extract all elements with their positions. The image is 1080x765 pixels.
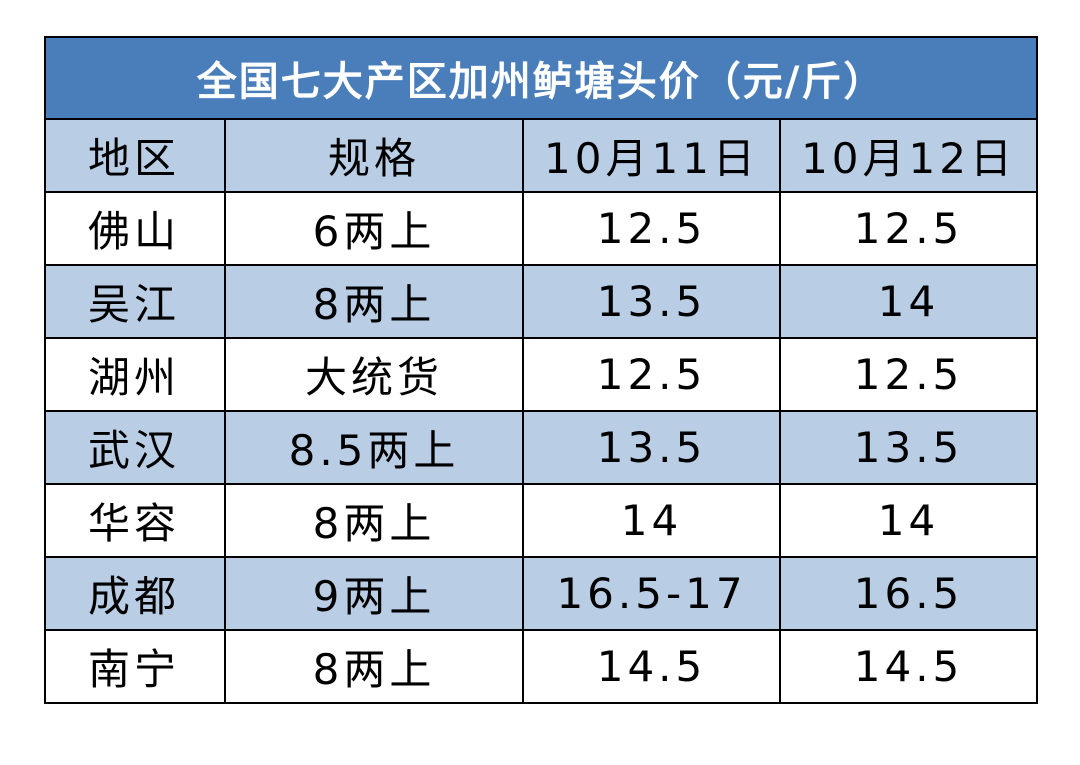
- price-cell: 12.5: [522, 191, 781, 266]
- data-row: 武汉 8.5两上 13.5 13.5: [44, 410, 1039, 485]
- data-row: 佛山 6两上 12.5 12.5: [44, 191, 1039, 266]
- price-cell: 12.5: [778, 337, 1039, 412]
- header-cell: 10月11日: [522, 118, 781, 193]
- region-cell: 佛山: [44, 191, 226, 266]
- price-cell: 13.5: [522, 264, 781, 339]
- data-row: 华容 8两上 14 14: [44, 483, 1039, 558]
- price-cell: 16.5-17: [522, 556, 781, 631]
- data-row: 吴江 8两上 13.5 14: [44, 264, 1039, 339]
- header-cell: 10月12日: [778, 118, 1039, 193]
- data-row: 湖州 大统货 12.5 12.5: [44, 337, 1039, 412]
- price-cell: 12.5: [522, 337, 781, 412]
- price-cell: 14: [522, 483, 781, 558]
- spec-cell: 8两上: [224, 629, 524, 704]
- price-cell: 13.5: [522, 410, 781, 485]
- table-title: 全国七大产区加州鲈塘头价（元/斤）: [43, 36, 1039, 120]
- spec-cell: 8两上: [224, 264, 524, 339]
- region-cell: 武汉: [44, 410, 226, 485]
- spec-cell: 6两上: [224, 191, 524, 266]
- header-cell: 规格: [224, 118, 524, 193]
- spec-cell: 9两上: [224, 556, 524, 631]
- region-cell: 华容: [44, 483, 226, 558]
- data-row: 成都 9两上 16.5-17 16.5: [44, 556, 1039, 631]
- header-cell: 地区: [44, 118, 226, 193]
- price-table: 全国七大产区加州鲈塘头价（元/斤） 地区 规格 10月11日 10月12日 佛山 6两上 1…: [43, 36, 1039, 704]
- price-cell: 14: [778, 483, 1039, 558]
- spec-cell: 8两上: [224, 483, 524, 558]
- price-cell: 12.5: [778, 191, 1039, 266]
- region-cell: 湖州: [44, 337, 226, 412]
- region-cell: 南宁: [44, 629, 226, 704]
- price-cell: 14.5: [778, 629, 1039, 704]
- data-row: 南宁 8两上 14.5 14.5: [44, 629, 1039, 704]
- title-row: 全国七大产区加州鲈塘头价（元/斤）: [43, 36, 1039, 120]
- region-cell: 吴江: [44, 264, 226, 339]
- price-cell: 13.5: [778, 410, 1039, 485]
- price-cell: 16.5: [778, 556, 1039, 631]
- price-cell: 14.5: [522, 629, 781, 704]
- spec-cell: 大统货: [224, 337, 524, 412]
- region-cell: 成都: [44, 556, 226, 631]
- table-container: 全国七大产区加州鲈塘头价（元/斤） 地区 规格 10月11日 10月12日 佛山 6两上 1…: [43, 36, 1039, 704]
- header-row: 地区 规格 10月11日 10月12日: [44, 118, 1039, 193]
- spec-cell: 8.5两上: [224, 410, 524, 485]
- price-cell: 14: [778, 264, 1039, 339]
